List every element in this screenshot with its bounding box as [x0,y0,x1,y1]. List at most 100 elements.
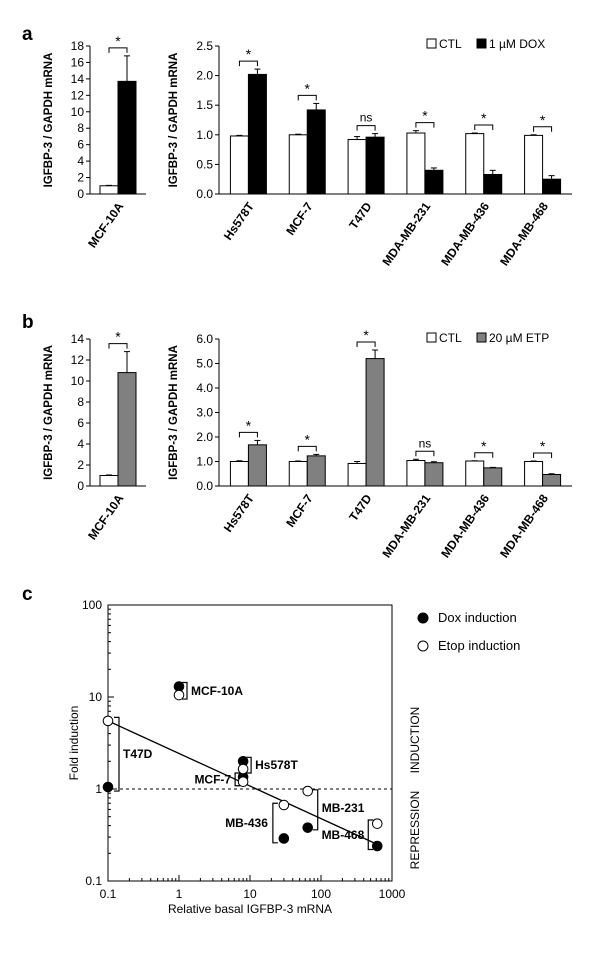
y-tick-label: 12 [71,88,85,102]
significance-label: ns [360,111,373,125]
significance-label: * [540,438,546,454]
bar-ctl [465,133,485,195]
x-tick-label: 100 [311,887,331,901]
category-label: MDA-MB-436 [438,199,492,268]
y-tick-label: 1.0 [196,455,213,469]
data-point-dox [102,781,114,793]
y-tick-label: 0.1 [85,874,102,888]
y-tick-label: 14 [71,332,85,346]
data-point-dox [278,833,290,844]
bar-ctl [347,139,367,195]
panel-label-c: c [22,584,33,605]
legend-label-treatment: 1 µM DOX [489,37,545,51]
panel-b-right-chart: 0.0 1.0 2.0 3.0 4.0 5.0 6.0 IGFBP-3 / GAPDH mRN… [168,327,572,560]
significance-bracket [533,452,553,459]
significance-bracket [415,122,435,128]
panel-label-a: a [22,24,33,45]
x-tick-label: 1 [176,887,183,901]
y-axis-label: IGFBP-3 / GAPDH mRNA [168,345,180,480]
y-tick-label: 1.5 [196,98,213,112]
y-axis-label: IGFBP-3 / GAPDH mRNA [168,53,180,188]
bar-treatment [117,372,137,487]
group-bracket [367,819,374,851]
x-tick-label: 10 [243,887,257,901]
bar-treatment [306,109,326,195]
significance-label: * [363,327,369,343]
y-tick-label: 2 [77,458,84,472]
group-bracket [246,756,252,774]
category-label: MCF-10A [85,491,126,542]
y-tick-label: 6 [77,138,84,152]
y-tick-label: 0 [77,187,84,201]
significance-label: * [305,80,311,96]
category-label: MDA-MB-231 [379,199,433,268]
bar-treatment [306,455,326,487]
bar-ctl [229,135,249,195]
legend-marker-dox [417,612,429,624]
side-label-repression: REPRESSION [408,791,422,870]
significance-bracket [297,445,317,452]
legend-swatch-treatment [476,332,487,343]
y-tick-label: 10 [89,690,103,704]
bar-ctl [229,461,249,487]
group-label-mcf10a: MCF-10A [191,684,243,698]
category-label: MCF-10A [85,199,126,250]
bar-ctl [99,185,119,195]
panel-b-left-chart: 0 2 4 6 8 10 12 14 IGFBP-3 / GAPDH mRNA * MCF-10A [43,329,146,542]
significance-bracket [474,452,494,458]
y-tick-label: 5.0 [196,357,213,371]
category-label: MCF-7 [283,199,316,237]
y-tick-label: 16 [71,55,85,69]
bar-treatment [247,444,267,487]
y-tick-label: 10 [71,105,85,119]
y-tick-label: 18 [71,39,85,53]
group-label-hs578t: Hs578T [255,758,298,772]
legend-swatch-ctl [426,38,437,49]
y-tick-label: 0.0 [196,187,213,201]
significance-bracket [108,343,128,349]
group-bracket [312,789,319,831]
bar-treatment [483,173,503,195]
y-tick-label: 14 [71,72,85,86]
category-label: MDA-MB-468 [497,199,551,268]
bar-ctl [288,461,308,487]
group-label-mb468: MB-468 [322,828,365,842]
y-tick-label: 2.0 [196,430,213,444]
bar-treatment [424,462,444,487]
group-bracket [182,681,188,700]
legend-marker-etop [417,640,429,652]
y-tick-label: 4 [77,437,84,451]
legend-label-treatment: 20 µM ETP [489,331,549,345]
significance-label: * [115,33,121,49]
bar-ctl [288,134,308,195]
y-axis-label: IGFBP-3 / GAPDH mRNA [43,53,55,188]
bar-treatment [424,169,444,195]
significance-label: * [246,417,252,433]
significance-bracket [356,341,376,348]
significance-bracket [238,431,258,438]
y-tick-label: 1.0 [196,128,213,142]
category-label: MDA-MB-436 [438,491,492,560]
bar-ctl [524,461,544,487]
data-point-etop [302,785,314,797]
y-axis-label: Fold induction [67,706,81,781]
category-label: T47D [346,199,374,231]
y-tick-label: 1 [95,782,102,796]
data-point-etop [371,818,383,829]
data-point-etop [173,689,185,701]
y-tick-label: 0 [77,479,84,493]
x-axis-label: Relative basal IGFBP-3 mRNA [168,902,332,916]
category-label: T47D [346,491,374,523]
significance-bracket [238,60,258,67]
y-tick-label: 0.5 [196,157,213,171]
y-tick-label: 2.5 [196,39,213,53]
data-point-etop [278,799,290,811]
bar-treatment [365,136,385,195]
significance-bracket [474,124,494,131]
group-label-mb436: MB-436 [225,816,268,830]
category-label: Hs578T [221,199,257,243]
y-tick-label: 2 [77,171,84,185]
y-tick-label: 8 [77,121,84,135]
